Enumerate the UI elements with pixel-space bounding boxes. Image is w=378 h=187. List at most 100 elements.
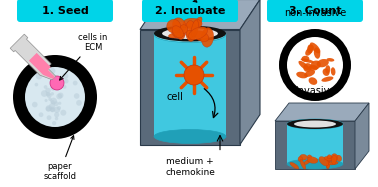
Ellipse shape <box>172 26 183 38</box>
Circle shape <box>13 55 97 139</box>
Ellipse shape <box>303 63 312 72</box>
Ellipse shape <box>171 27 181 38</box>
Circle shape <box>52 121 56 125</box>
Ellipse shape <box>169 32 185 38</box>
Ellipse shape <box>327 155 331 159</box>
Circle shape <box>56 94 62 99</box>
Circle shape <box>34 83 38 86</box>
Ellipse shape <box>201 28 214 47</box>
Circle shape <box>32 102 37 107</box>
Polygon shape <box>140 0 260 30</box>
Ellipse shape <box>317 59 329 67</box>
Ellipse shape <box>307 155 312 160</box>
Ellipse shape <box>162 28 218 39</box>
Circle shape <box>51 92 54 96</box>
Ellipse shape <box>310 42 321 53</box>
Circle shape <box>46 93 52 98</box>
Circle shape <box>39 112 43 117</box>
Polygon shape <box>240 0 260 145</box>
Polygon shape <box>10 34 56 80</box>
Circle shape <box>60 110 67 116</box>
Ellipse shape <box>322 68 330 76</box>
Ellipse shape <box>325 65 330 74</box>
Circle shape <box>279 29 351 101</box>
Ellipse shape <box>194 31 209 42</box>
Circle shape <box>74 93 79 99</box>
Circle shape <box>55 85 60 91</box>
Circle shape <box>45 99 48 102</box>
Ellipse shape <box>176 28 185 39</box>
Circle shape <box>44 85 48 89</box>
Text: non-invasive: non-invasive <box>284 8 346 18</box>
Circle shape <box>50 76 64 90</box>
Text: paper
scaffold: paper scaffold <box>43 136 76 181</box>
Circle shape <box>49 103 55 110</box>
Bar <box>154 34 226 137</box>
Circle shape <box>62 73 68 79</box>
Circle shape <box>54 101 59 106</box>
Ellipse shape <box>290 162 299 169</box>
Ellipse shape <box>185 21 196 41</box>
FancyBboxPatch shape <box>267 0 363 22</box>
Ellipse shape <box>308 77 317 85</box>
Circle shape <box>287 37 343 93</box>
Ellipse shape <box>296 72 308 78</box>
Ellipse shape <box>287 159 343 169</box>
Bar <box>287 124 343 164</box>
Circle shape <box>58 93 64 98</box>
Ellipse shape <box>336 155 342 161</box>
Circle shape <box>46 115 51 120</box>
Text: medium +
chemokine: medium + chemokine <box>165 157 215 177</box>
Text: invasive: invasive <box>295 86 335 96</box>
Polygon shape <box>355 103 369 169</box>
Ellipse shape <box>287 119 343 129</box>
Circle shape <box>63 85 67 89</box>
Polygon shape <box>275 103 369 121</box>
Ellipse shape <box>300 154 307 160</box>
FancyBboxPatch shape <box>142 0 238 22</box>
FancyBboxPatch shape <box>17 0 113 22</box>
Bar <box>275 121 355 169</box>
Ellipse shape <box>331 67 335 76</box>
Ellipse shape <box>307 157 318 163</box>
Circle shape <box>50 85 56 91</box>
Circle shape <box>54 107 60 113</box>
Ellipse shape <box>307 44 313 53</box>
Circle shape <box>50 107 55 112</box>
Circle shape <box>51 100 55 104</box>
Circle shape <box>46 106 51 112</box>
Circle shape <box>46 92 51 96</box>
Circle shape <box>50 68 56 74</box>
Ellipse shape <box>321 76 333 82</box>
Ellipse shape <box>186 30 194 38</box>
Text: 2. Incubate: 2. Incubate <box>155 5 225 16</box>
Ellipse shape <box>167 19 181 33</box>
Circle shape <box>25 67 85 127</box>
Bar <box>140 30 240 145</box>
Circle shape <box>184 65 204 85</box>
Circle shape <box>57 106 61 110</box>
Ellipse shape <box>328 161 338 165</box>
Ellipse shape <box>294 120 336 128</box>
Ellipse shape <box>325 157 330 162</box>
Text: 1. Seed: 1. Seed <box>42 5 88 16</box>
Ellipse shape <box>287 119 343 129</box>
Ellipse shape <box>179 25 188 33</box>
Ellipse shape <box>327 161 330 169</box>
Ellipse shape <box>304 160 310 165</box>
Polygon shape <box>29 53 55 79</box>
Ellipse shape <box>300 160 306 169</box>
Circle shape <box>58 102 61 105</box>
Circle shape <box>73 81 77 85</box>
Ellipse shape <box>319 157 328 166</box>
Ellipse shape <box>332 155 336 165</box>
Ellipse shape <box>173 18 186 33</box>
Circle shape <box>50 108 54 112</box>
Ellipse shape <box>183 18 202 29</box>
Ellipse shape <box>154 130 226 143</box>
Circle shape <box>56 80 59 83</box>
Ellipse shape <box>298 157 303 161</box>
Ellipse shape <box>327 157 332 163</box>
Circle shape <box>46 105 52 111</box>
Ellipse shape <box>331 154 338 161</box>
